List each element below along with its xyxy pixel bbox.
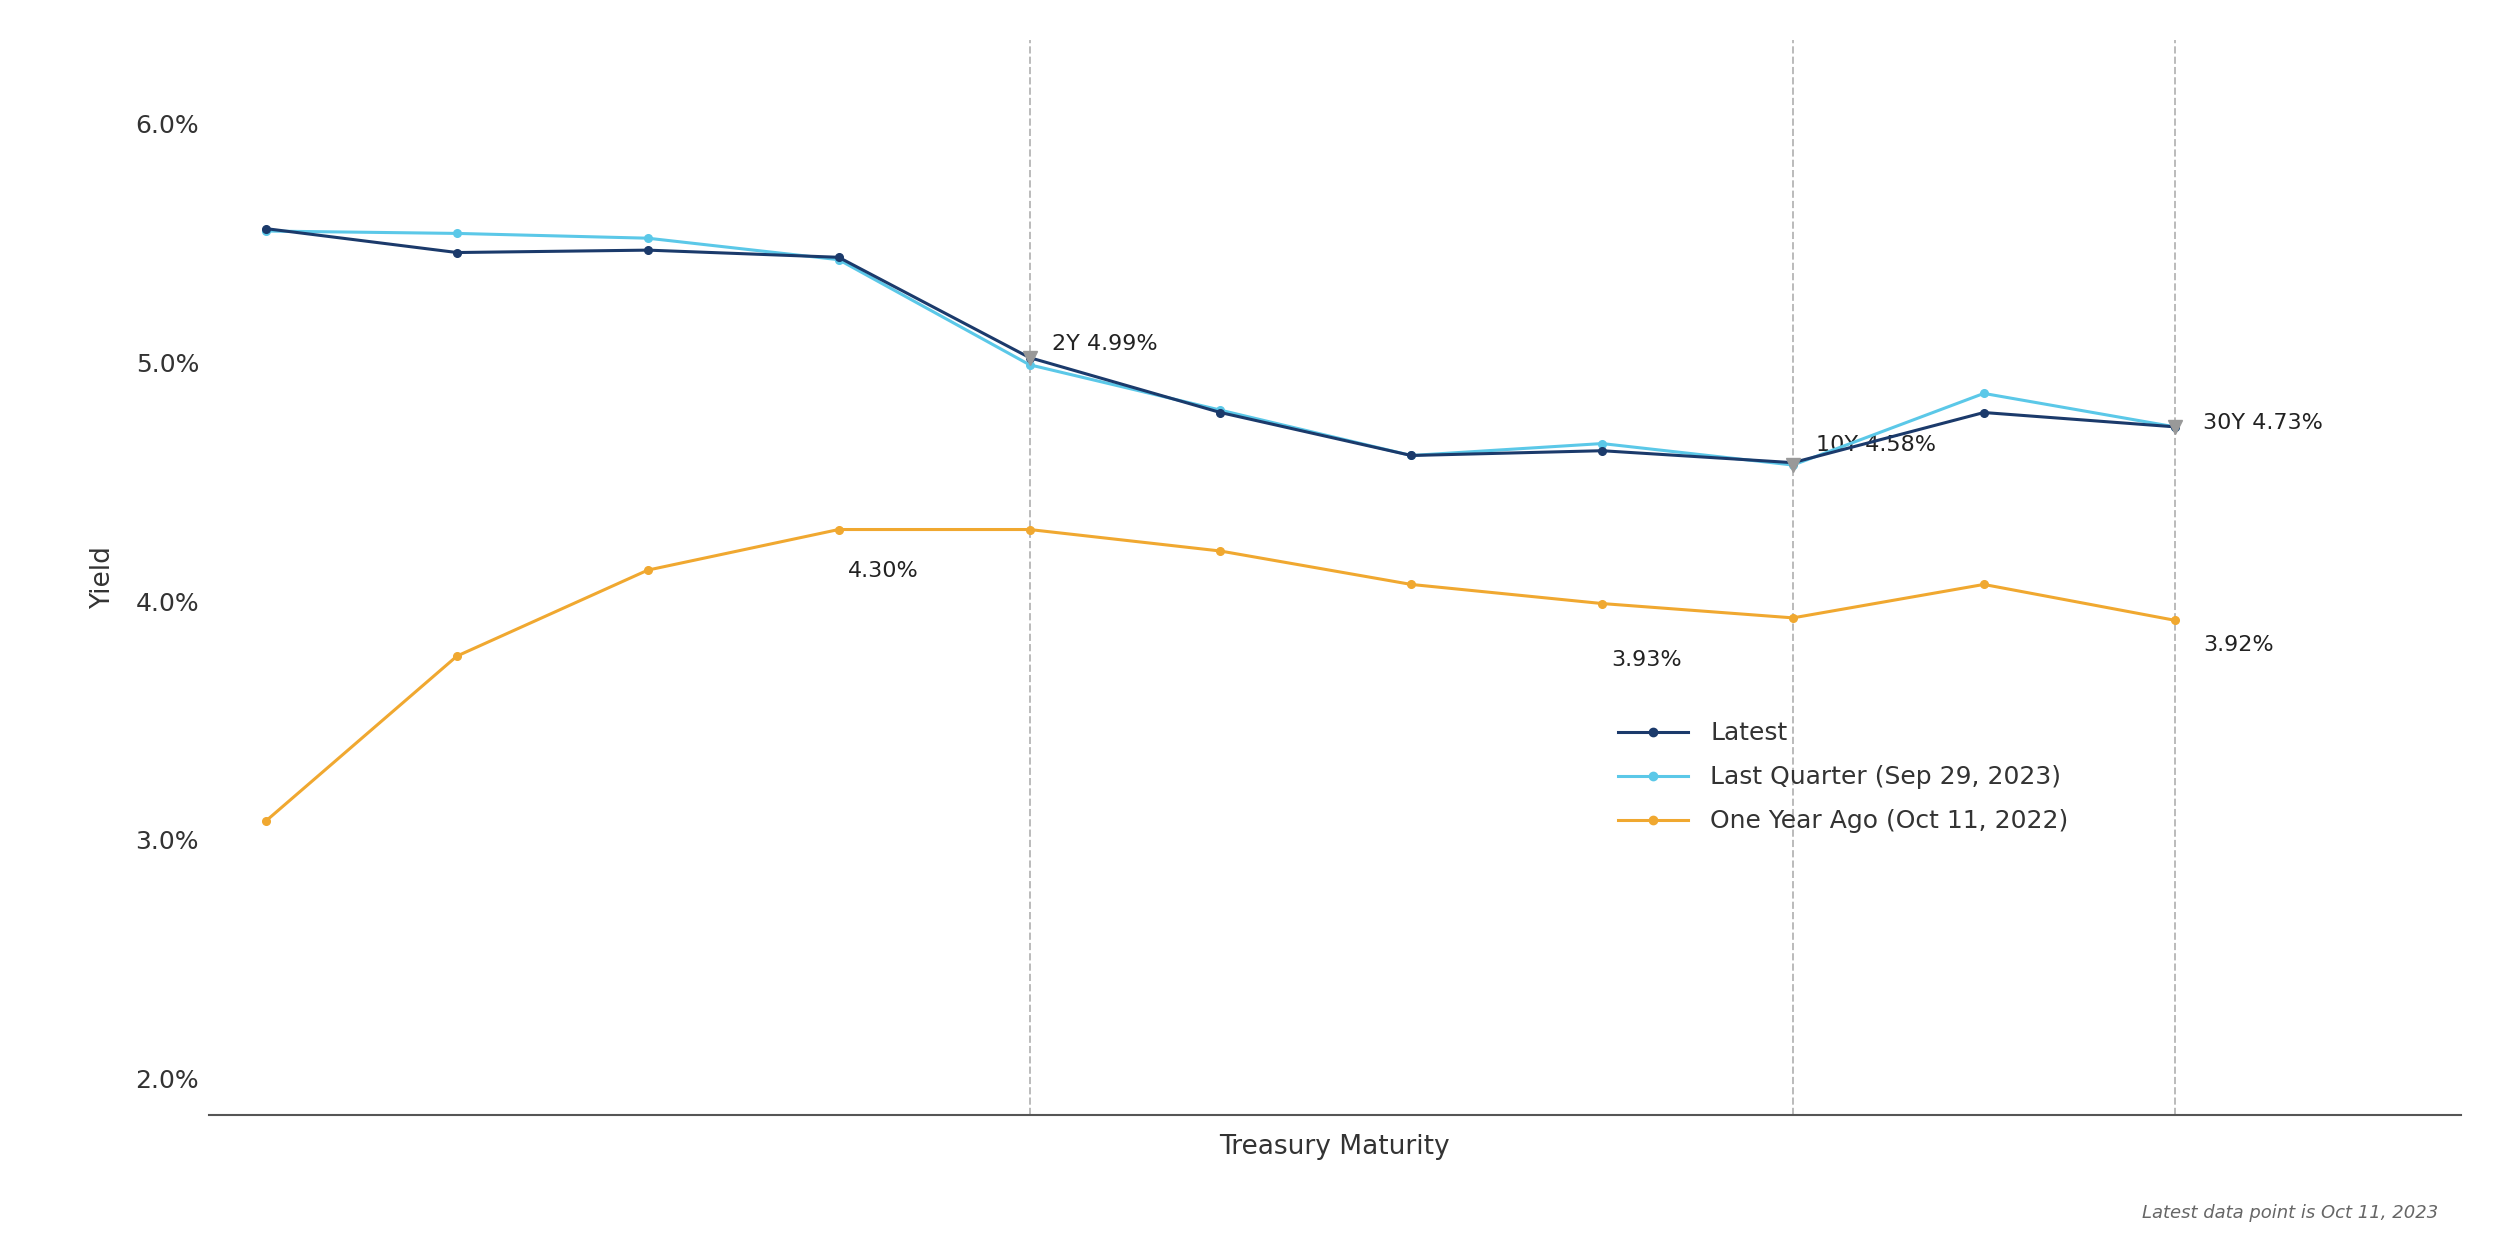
Y-axis label: Yield: Yield: [90, 546, 115, 609]
Text: 3.93%: 3.93%: [1611, 650, 1683, 670]
Legend: Latest, Last Quarter (Sep 29, 2023), One Year Ago (Oct 11, 2022): Latest, Last Quarter (Sep 29, 2023), One…: [1618, 721, 2068, 834]
Text: Latest data point is Oct 11, 2023: Latest data point is Oct 11, 2023: [2143, 1205, 2438, 1222]
Text: 10Y 4.58%: 10Y 4.58%: [1816, 435, 1936, 455]
Text: 2Y 4.99%: 2Y 4.99%: [1053, 335, 1158, 355]
Text: 4.30%: 4.30%: [848, 561, 918, 581]
X-axis label: Treasury Maturity: Treasury Maturity: [1220, 1134, 1451, 1160]
Text: 3.92%: 3.92%: [2203, 635, 2273, 655]
Text: 30Y 4.73%: 30Y 4.73%: [2203, 414, 2323, 434]
